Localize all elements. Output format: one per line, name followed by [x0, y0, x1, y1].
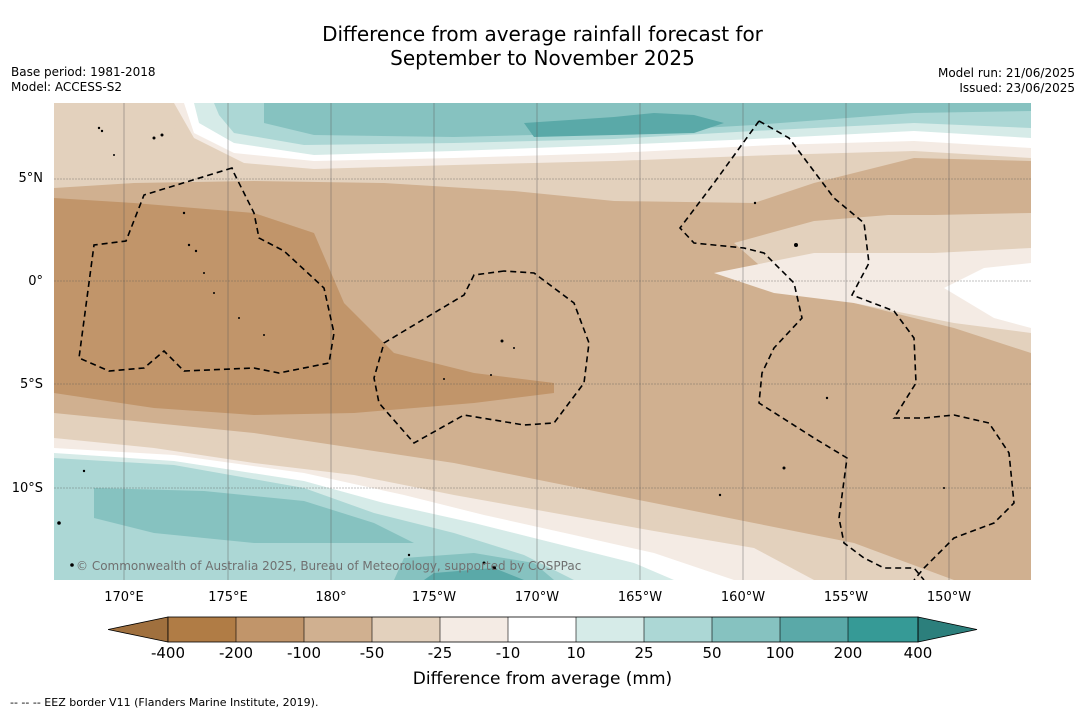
meta-left: Base period: 1981-2018 Model: ACCESS-S2 — [11, 65, 156, 95]
colorbar-segment — [644, 617, 712, 642]
colorbar-tick: -100 — [286, 644, 322, 662]
dry-corner-north — [54, 103, 184, 173]
wet-band-south-strong — [94, 488, 414, 543]
lon-label-175w: 175°W — [411, 590, 457, 605]
lon-label-150w: 150°W — [926, 590, 972, 605]
lon-label-175e: 175°E — [208, 590, 248, 605]
colorbar-tick: 400 — [903, 644, 933, 662]
eez-kiribati-line-islands — [678, 120, 925, 580]
lon-label-170w: 170°W — [514, 590, 560, 605]
islands — [57, 126, 945, 570]
colorbar-tick: -200 — [218, 644, 254, 662]
colorbar-tick: -400 — [150, 644, 186, 662]
colorbar-tick: -25 — [427, 644, 453, 662]
issued-date: Issued: 23/06/2025 — [959, 81, 1075, 95]
colorbar-frame — [167, 616, 919, 643]
colorbar-tick: -50 — [359, 644, 385, 662]
colorbar-tick: 25 — [634, 644, 654, 662]
lat-label-5s: 5°S — [19, 377, 43, 392]
lat-label-5n: 5°N — [18, 171, 44, 186]
colorbar — [108, 616, 978, 643]
map-title: Difference from average rainfall forecas… — [0, 22, 1085, 70]
rainfall-anomaly-map — [54, 103, 1031, 580]
colorbar-dividers — [235, 617, 849, 642]
eez-borders — [78, 120, 1015, 580]
title-line-2: September to November 2025 — [390, 46, 695, 70]
neutral-east — [944, 263, 1031, 328]
colorbar-tick: 50 — [702, 644, 722, 662]
colorbar-segment — [168, 617, 236, 642]
colorbar-segment — [304, 617, 372, 642]
lon-label-155w: 155°W — [823, 590, 869, 605]
colorbar-tick: 200 — [833, 644, 863, 662]
eez-footnote: -- -- -- EEZ border V11 (Flanders Marine… — [10, 696, 319, 709]
copyright-notice: © Commonwealth of Australia 2025, Bureau… — [76, 559, 582, 573]
wet-core-north — [524, 113, 724, 137]
title-line-1: Difference from average rainfall forecas… — [322, 22, 763, 46]
colorbar-segment — [576, 617, 644, 642]
eez-tuvalu-kiribati-west — [78, 167, 335, 374]
lon-label-160w: 160°W — [720, 590, 766, 605]
graticule — [54, 103, 1031, 580]
base-period: Base period: 1981-2018 — [11, 65, 156, 79]
colorbar-segment — [236, 617, 304, 642]
lon-label-180: 180° — [315, 590, 347, 605]
wet-core-south-strong — [424, 568, 524, 580]
lon-label-170e: 170°E — [104, 590, 144, 605]
colorbar-segment — [712, 617, 780, 642]
lat-label-0: 0° — [28, 274, 43, 289]
lon-label-165w: 165°W — [617, 590, 663, 605]
colorbar-tick: 10 — [566, 644, 586, 662]
eez-french-polynesia — [758, 120, 1015, 580]
model-name: Model: ACCESS-S2 — [11, 80, 123, 94]
eez-tokelau — [373, 270, 590, 445]
colorbar-segment — [372, 617, 440, 642]
lat-label-10s: 10°S — [11, 481, 43, 496]
colorbar-segment — [780, 617, 848, 642]
colorbar-segment — [508, 617, 576, 642]
colorbar-title: Difference from average (mm) — [412, 669, 673, 689]
near-normal-east — [714, 248, 1031, 333]
colorbar-tick: 100 — [765, 644, 795, 662]
colorbar-tick: -10 — [495, 644, 521, 662]
dry-band-strong-west — [54, 198, 554, 415]
meta-right: Model run: 21/06/2025 Issued: 23/06/2025 — [938, 66, 1075, 96]
colorbar-extend-high — [917, 616, 978, 643]
colorbar-segment — [848, 617, 918, 642]
colorbar-segment — [440, 617, 508, 642]
colorbar-extend-low — [108, 616, 169, 643]
dry-patch-north-east — [774, 181, 1031, 215]
model-run: Model run: 21/06/2025 — [937, 66, 1075, 80]
